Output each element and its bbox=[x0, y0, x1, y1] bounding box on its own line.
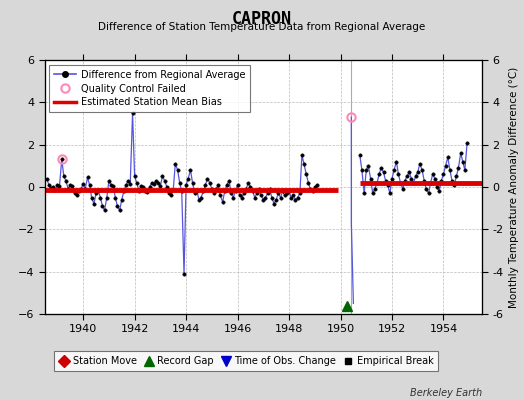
Legend: Station Move, Record Gap, Time of Obs. Change, Empirical Break: Station Move, Record Gap, Time of Obs. C… bbox=[54, 352, 438, 371]
Text: CAPRON: CAPRON bbox=[232, 10, 292, 28]
Y-axis label: Monthly Temperature Anomaly Difference (°C): Monthly Temperature Anomaly Difference (… bbox=[509, 66, 519, 308]
Text: Difference of Station Temperature Data from Regional Average: Difference of Station Temperature Data f… bbox=[99, 22, 425, 32]
Text: Berkeley Earth: Berkeley Earth bbox=[410, 388, 482, 398]
Legend: Difference from Regional Average, Quality Control Failed, Estimated Station Mean: Difference from Regional Average, Qualit… bbox=[49, 65, 250, 112]
